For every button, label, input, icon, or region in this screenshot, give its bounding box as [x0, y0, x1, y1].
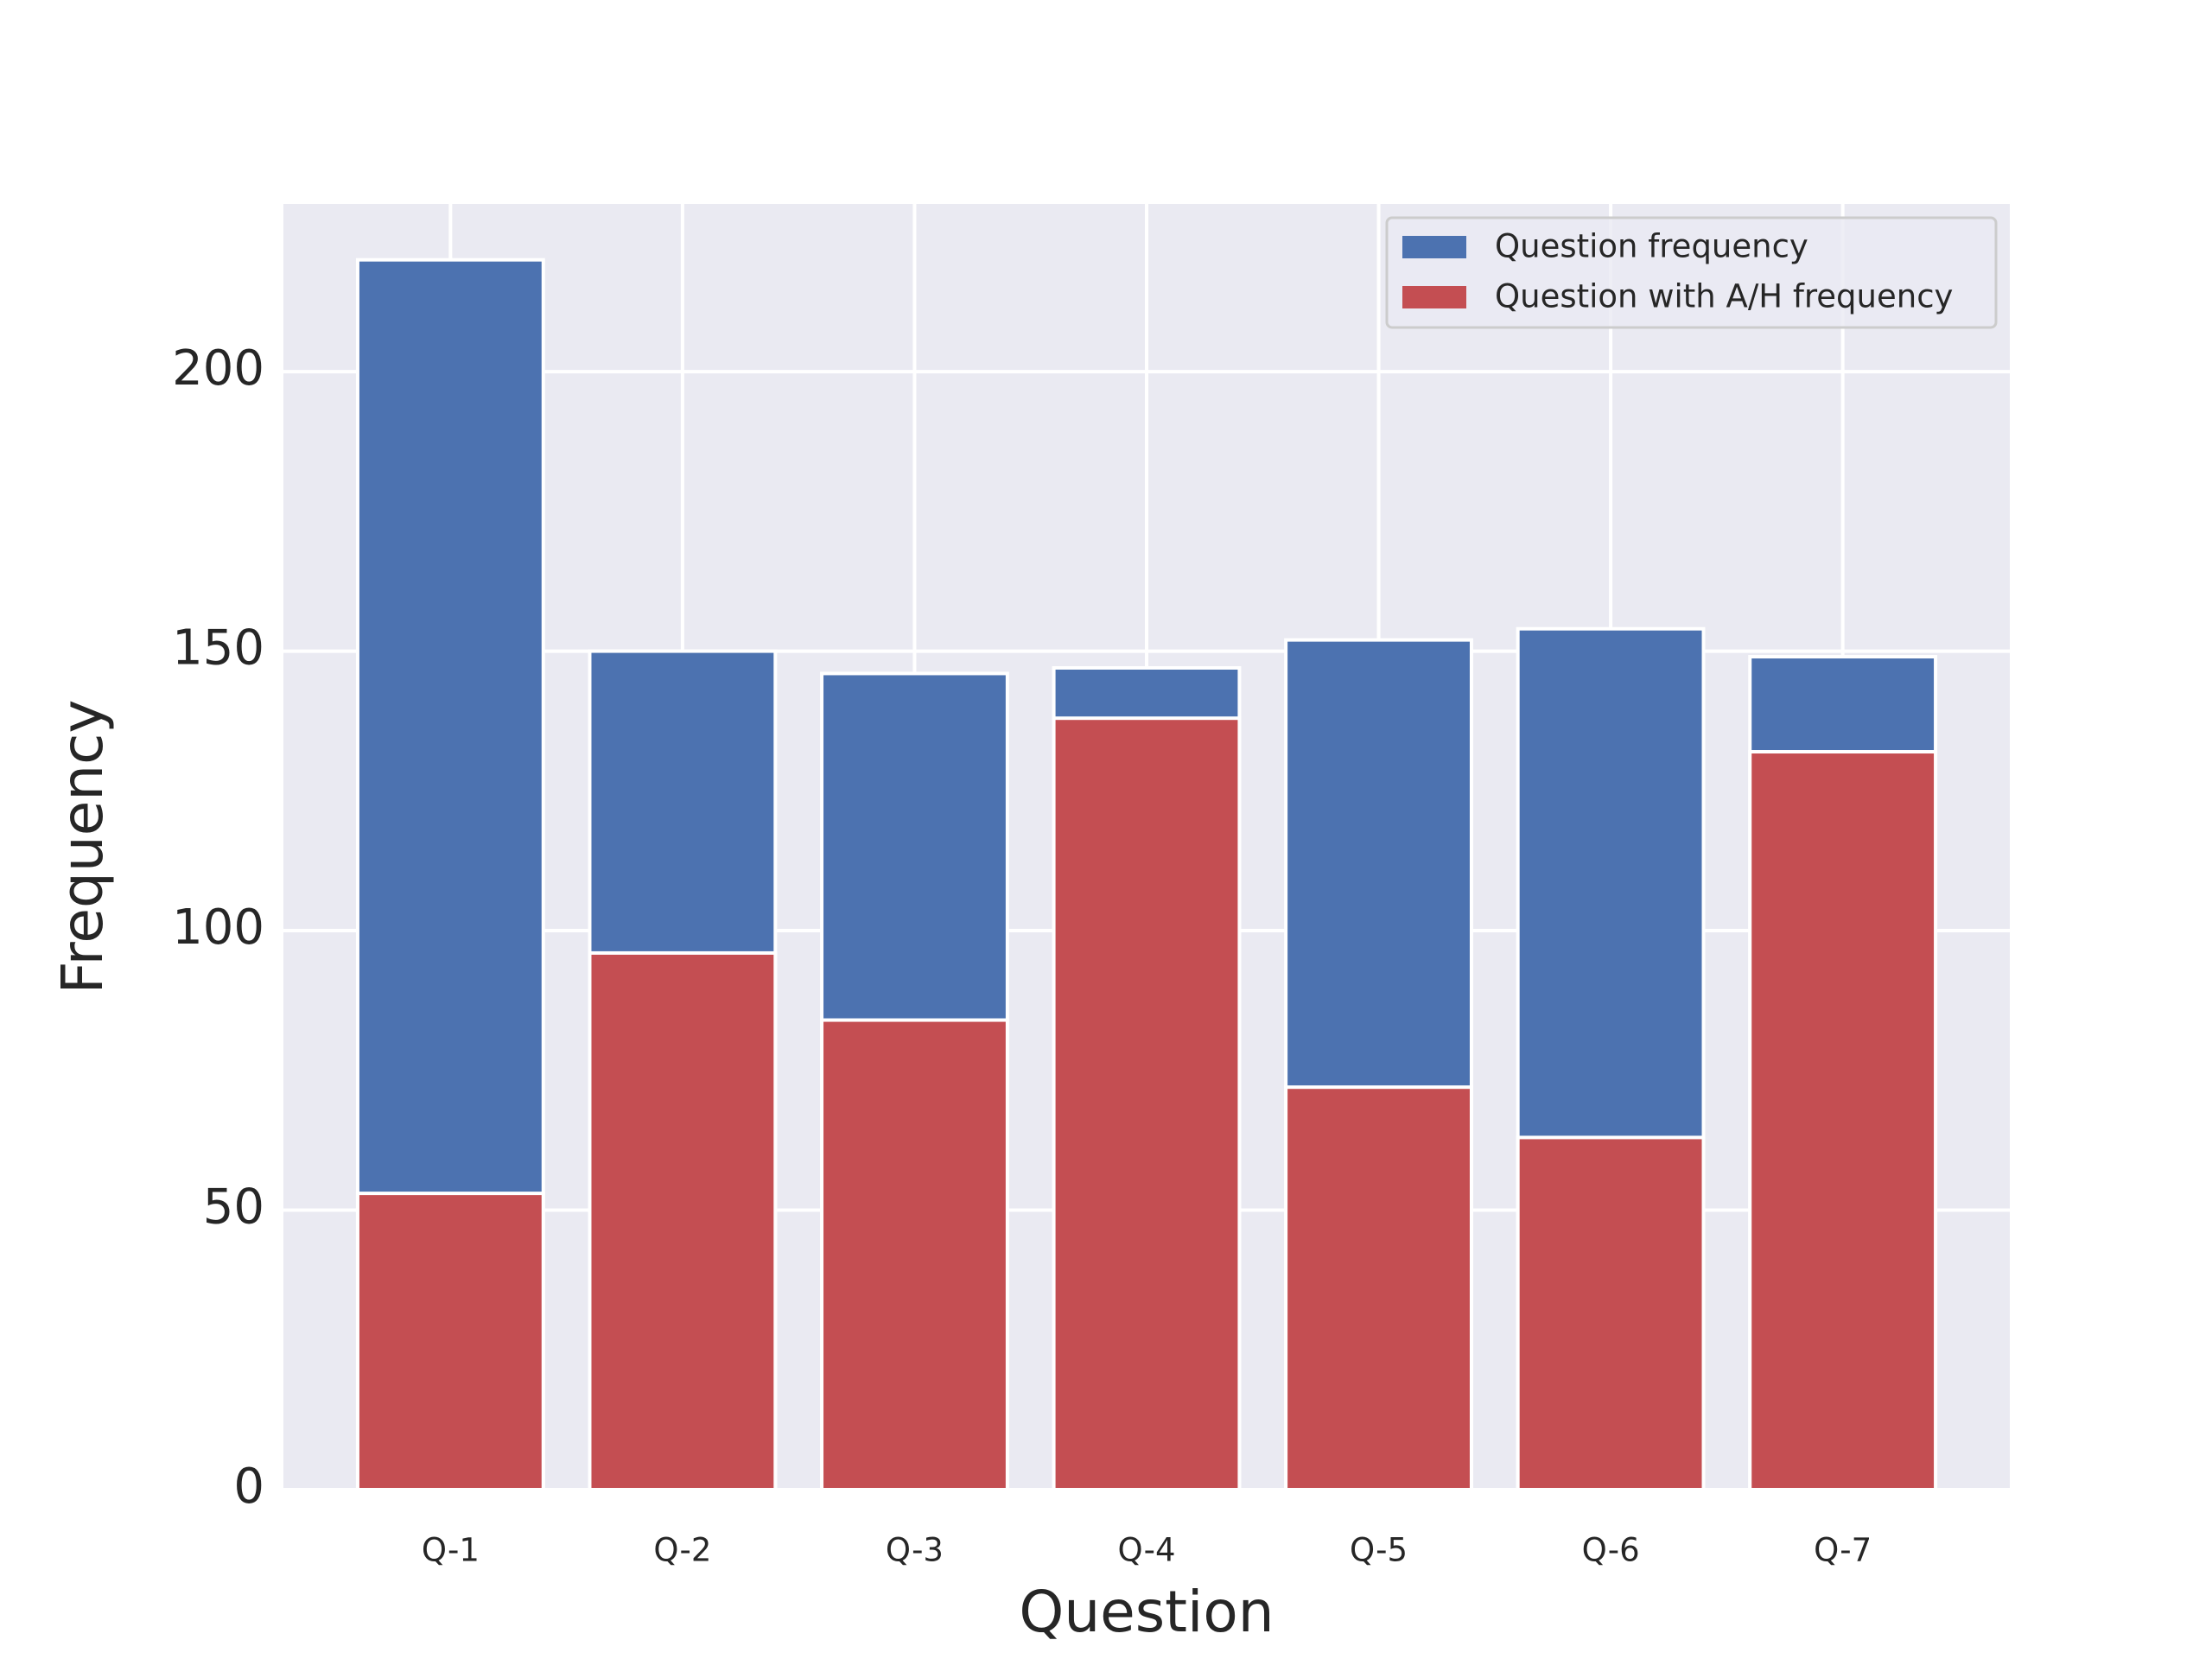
- legend-swatch: [1402, 236, 1466, 258]
- y-axis-label: Frequency: [49, 700, 116, 995]
- y-tick-label: 50: [203, 1179, 264, 1236]
- y-tick-label: 0: [233, 1459, 264, 1515]
- x-tick-label: Q-5: [1350, 1532, 1408, 1569]
- legend-label: Question frequency: [1495, 228, 1808, 265]
- legend-box: [1385, 216, 1998, 329]
- bar: [820, 1018, 1009, 1491]
- x-tick-label: Q-2: [653, 1532, 711, 1569]
- bar: [355, 1192, 545, 1491]
- y-tick-label: 200: [172, 340, 264, 397]
- x-tick-label: Q-1: [422, 1532, 480, 1569]
- y-tick-label: 150: [172, 620, 264, 677]
- y-tick-label: 100: [172, 899, 264, 956]
- x-axis-label: Question: [1019, 1579, 1274, 1645]
- x-tick-label: Q-6: [1582, 1532, 1640, 1569]
- legend-label: Question with A/H frequency: [1495, 278, 1953, 315]
- bar: [1516, 1135, 1706, 1491]
- bar: [1284, 1085, 1473, 1491]
- x-tick-label: Q-4: [1117, 1532, 1175, 1569]
- bar: [1052, 716, 1242, 1491]
- bar: [1748, 750, 1938, 1491]
- x-tick-label: Q-7: [1814, 1532, 1872, 1569]
- bar: [588, 950, 778, 1491]
- legend-swatch: [1402, 286, 1466, 308]
- x-tick-label: Q-3: [886, 1532, 944, 1569]
